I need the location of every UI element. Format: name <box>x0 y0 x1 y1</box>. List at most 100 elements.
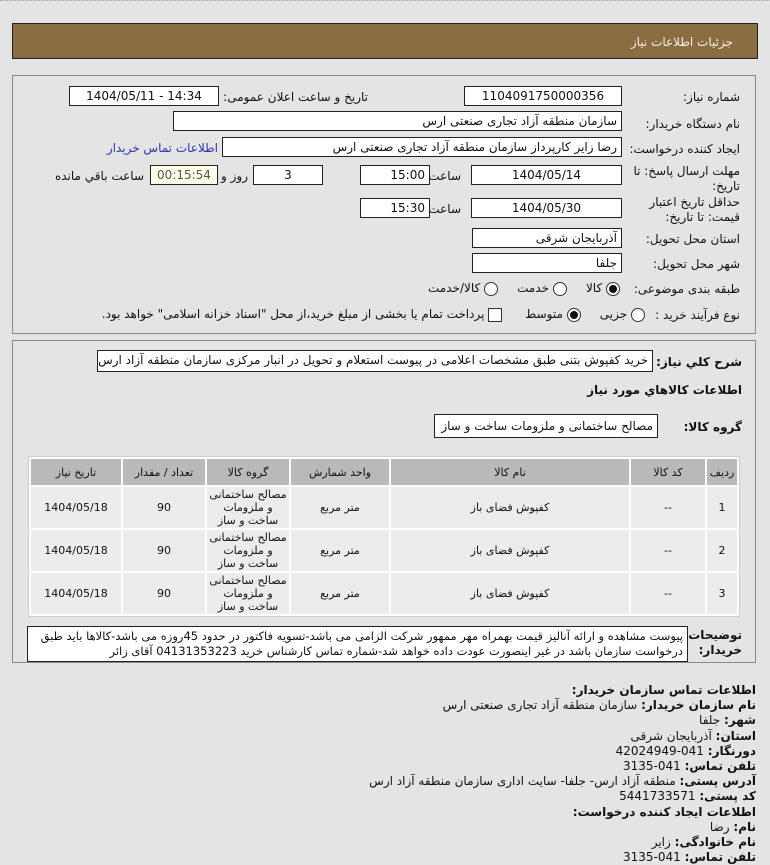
city-label: شهر: <box>724 713 756 728</box>
days-field[interactable]: 3 <box>253 165 323 185</box>
notes-field: پیوست مشاهده و ارائه آنالیز قیمت بهمراه … <box>27 626 688 662</box>
cell-date: 1404/05/18 <box>31 573 121 614</box>
process-small-label: جزیی <box>599 307 628 321</box>
city-value: جلفا <box>699 713 721 728</box>
name-value: رضا <box>709 819 730 834</box>
summary-field: خرید کفپوش بتنی طبق مشخصات اعلامی در پیو… <box>97 350 653 372</box>
category-label: طبقه بندی موضوعی: <box>633 282 740 296</box>
col-unit: واحد شمارش <box>291 459 389 485</box>
category-goods-label: کالا <box>585 281 603 295</box>
buyer-field[interactable]: سازمان منطقه آزاد تجاری صنعتی ارس <box>173 111 622 131</box>
validity-time-field[interactable]: 15:30 <box>360 198 430 218</box>
top-divider <box>0 0 770 1</box>
family-value: زایر <box>651 835 671 850</box>
group-label: گروه کالا: <box>683 420 742 434</box>
postal-label: کد پستی: <box>699 789 756 804</box>
buyer-label: نام دستگاه خریدار: <box>645 117 741 131</box>
deadline-time-label: ساعت <box>428 169 461 183</box>
payment-note: پرداخت تمام یا بخشی از مبلغ خرید،از محل … <box>101 307 485 321</box>
creator-phone-label: تلفن تماس: <box>684 850 756 865</box>
col-date: تاریخ نیاز <box>31 459 121 485</box>
validity-time-label: ساعت <box>428 202 461 216</box>
remaining-time-field: 00:15:54 <box>150 165 218 185</box>
cell-code: -- <box>631 573 705 614</box>
validity-date-field[interactable]: 1404/05/30 <box>471 198 622 218</box>
category-both-label: کالا/خدمت <box>428 281 481 295</box>
cell-code: -- <box>631 530 705 571</box>
table-header-row: ردیف کد کالا نام کالا واحد شمارش گروه کا… <box>31 459 737 485</box>
cell-name: کفپوش فضای باز <box>391 530 629 571</box>
cell-qty: 90 <box>123 530 205 571</box>
cell-qty: 90 <box>123 573 205 614</box>
category-both-radio[interactable] <box>484 281 499 296</box>
need-number-field[interactable]: 1104091750000356 <box>464 86 622 106</box>
announce-label: تاریخ و ساعت اعلان عمومی: <box>223 90 368 104</box>
province-label: استان محل تحویل: <box>645 232 740 246</box>
table-row: 1 -- کفپوش فضای باز متر مربع مصالح ساختم… <box>31 487 737 528</box>
address-value: منطقه آزاد ارس- جلفا- سایت اداری سازمان … <box>369 774 676 789</box>
process-radio-group: جزیی متوسط پرداخت تمام یا بخشی از مبلغ خ… <box>102 307 645 322</box>
creator-title: اطلاعات ایجاد کننده درخواست: <box>572 804 756 819</box>
remaining-label: ساعت باقي مانده <box>54 169 144 183</box>
creator-label: ایجاد کننده درخواست: <box>629 142 740 156</box>
address-label: آدرس پستی: <box>679 774 756 789</box>
org-value: سازمان منطقه آزاد تجاری صنعتی ارس <box>442 698 638 713</box>
category-goods-radio[interactable] <box>606 281 620 296</box>
process-small-radio[interactable] <box>631 307 645 322</box>
city-field[interactable]: جلفا <box>472 253 622 273</box>
process-medium-label: متوسط <box>525 307 563 321</box>
cell-row: 1 <box>707 487 737 528</box>
deadline-label: مهلت ارسال پاسخ: تا تاریخ: <box>633 164 740 193</box>
process-medium-radio[interactable] <box>566 307 581 322</box>
buyer-contact-link[interactable]: اطلاعات تماس خریدار <box>106 141 218 155</box>
col-name: نام کالا <box>391 459 629 485</box>
category-service-radio[interactable] <box>552 281 567 296</box>
need-number-label: شماره نیاز: <box>683 90 740 104</box>
category-radio-group: کالا خدمت کالا/خدمت <box>428 281 620 296</box>
contact-title: اطلاعات تماس سازمان خریدار: <box>571 683 756 697</box>
deadline-date-field[interactable]: 1404/05/14 <box>471 165 622 185</box>
cell-unit: متر مربع <box>291 530 389 571</box>
phone-label: تلفن تماس: <box>684 759 756 774</box>
buyer-contact-info: اطلاعات تماس سازمان خریدار: نام سازمان خ… <box>369 683 756 865</box>
table-row: 3 -- کفپوش فضای باز متر مربع مصالح ساختم… <box>31 573 737 614</box>
cell-qty: 90 <box>123 487 205 528</box>
days-label: روز و <box>221 169 248 183</box>
family-label: نام خانوادگی: <box>674 835 756 850</box>
cell-name: کفپوش فضای باز <box>391 573 629 614</box>
cell-row: 2 <box>707 530 737 571</box>
validity-label: حداقل تاریخ اعتبار قیمت: تا تاریخ: <box>649 195 740 224</box>
col-qty: تعداد / مقدار <box>123 459 205 485</box>
name-label: نام: <box>733 819 756 834</box>
page-header: جزئیات اطلاعات نیاز <box>12 23 758 59</box>
summary-label: شرح کلي نياز: <box>656 355 742 369</box>
goods-table: ردیف کد کالا نام کالا واحد شمارش گروه کا… <box>28 456 740 617</box>
cell-group: مصالح ساختمانی و ملزومات ساخت و ساز <box>207 573 289 614</box>
cell-unit: متر مربع <box>291 487 389 528</box>
creator-phone-value: 041-3135 <box>622 850 681 865</box>
col-code: کد کالا <box>631 459 705 485</box>
province-value: آذربایجان شرقی <box>630 728 712 743</box>
cell-row: 3 <box>707 573 737 614</box>
group-field: مصالح ساختمانی و ملزومات ساخت و ساز <box>434 414 658 438</box>
province-field[interactable]: آذربایجان شرقی <box>472 228 622 248</box>
announce-field[interactable]: 1404/05/11 - 14:34 <box>69 86 219 106</box>
city-label: شهر محل تحویل: <box>653 257 740 271</box>
category-service-label: خدمت <box>517 281 550 295</box>
cell-date: 1404/05/18 <box>31 487 121 528</box>
col-group: گروه کالا <box>207 459 289 485</box>
creator-field[interactable]: رضا زایر کارپرداز سازمان منطقه آزاد تجار… <box>222 137 622 157</box>
treasury-checkbox[interactable] <box>488 307 503 322</box>
table-row: 2 -- کفپوش فضای باز متر مربع مصالح ساختم… <box>31 530 737 571</box>
cell-name: کفپوش فضای باز <box>391 487 629 528</box>
process-label: نوع فرآیند خرید : <box>655 308 740 322</box>
goods-section-title: اطلاعات کالاهاي مورد نياز <box>587 383 742 397</box>
cell-date: 1404/05/18 <box>31 530 121 571</box>
org-label: نام سازمان خریدار: <box>641 698 756 713</box>
fax-label: دورنگار: <box>707 743 756 758</box>
fax-value: 041-42024949 <box>615 743 704 758</box>
cell-group: مصالح ساختمانی و ملزومات ساخت و ساز <box>207 530 289 571</box>
deadline-time-field[interactable]: 15:00 <box>360 165 430 185</box>
province-label: استان: <box>715 728 756 743</box>
postal-value: 5441733571 <box>619 789 696 804</box>
